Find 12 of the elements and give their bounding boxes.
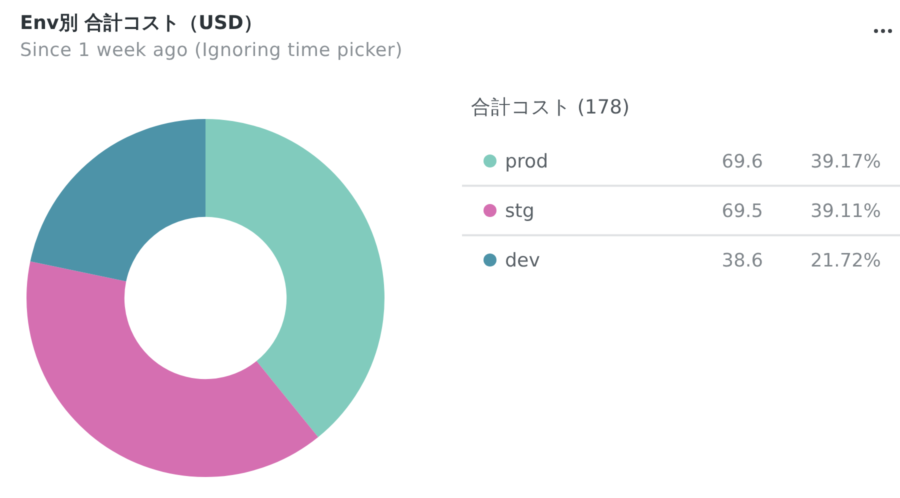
chart-title: Env別 合計コスト（USD）: [20, 12, 262, 34]
legend-label: prod: [505, 150, 548, 172]
legend-label: dev: [505, 250, 540, 272]
chart-subtitle: Since 1 week ago (Ignoring time picker): [20, 40, 403, 61]
annotation: 21.72%: [810, 250, 881, 272]
legend-label: stg: [505, 200, 534, 222]
annotation: 39.11%: [810, 201, 881, 222]
data-label: 69.6: [722, 152, 763, 172]
data-label: 38.6: [722, 250, 763, 272]
annotation: 39.17%: [810, 152, 881, 172]
data-label: 69.5: [722, 201, 763, 222]
legend-title: 合計コスト (178): [471, 96, 630, 118]
